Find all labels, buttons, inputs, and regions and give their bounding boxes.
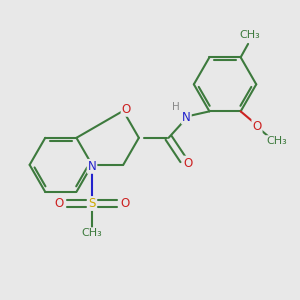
Text: O: O bbox=[120, 197, 129, 210]
Text: N: N bbox=[182, 110, 191, 124]
Text: CH₃: CH₃ bbox=[239, 30, 260, 40]
Text: O: O bbox=[122, 103, 131, 116]
Text: S: S bbox=[88, 197, 96, 210]
Text: O: O bbox=[55, 197, 64, 210]
Text: CH₃: CH₃ bbox=[82, 228, 102, 238]
Text: N: N bbox=[88, 160, 96, 173]
Text: H: H bbox=[172, 102, 180, 112]
Text: CH₃: CH₃ bbox=[266, 136, 287, 146]
Text: O: O bbox=[183, 157, 193, 169]
Text: O: O bbox=[252, 120, 262, 133]
